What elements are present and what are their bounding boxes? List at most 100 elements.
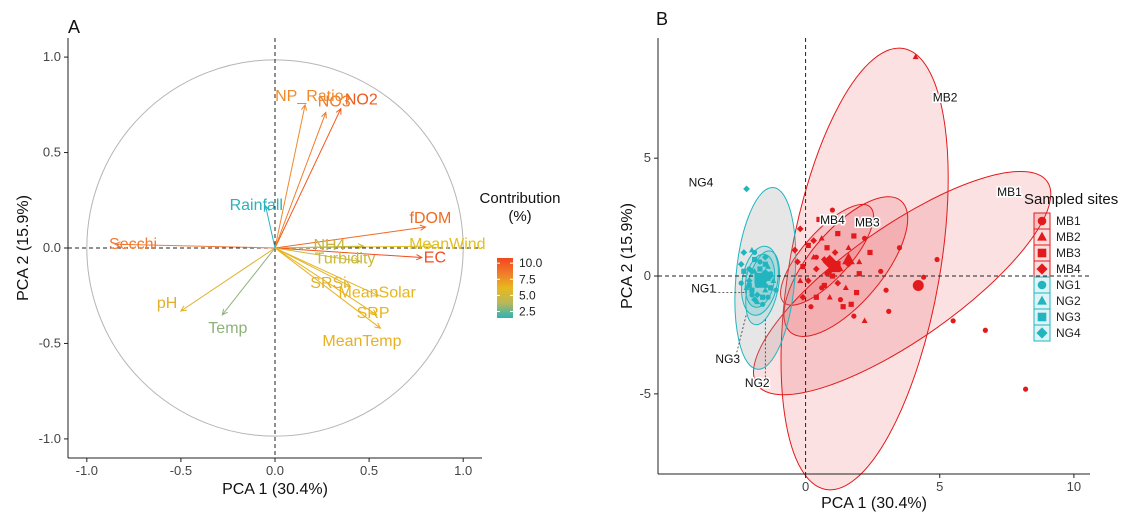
legend-label: NG1 [1056, 278, 1081, 292]
arrow-srp: SRP [274, 247, 390, 322]
legend-key-triangle [1037, 295, 1047, 305]
point-ng3 [768, 285, 774, 291]
point-mb1 [878, 268, 884, 274]
ellipse-label-mb3: MB3 [855, 216, 880, 230]
x-tick-label: 0.5 [360, 463, 378, 478]
arrow-turbidity: Turbidity [274, 247, 376, 267]
point-mb2 [810, 253, 817, 260]
ellipse-mb1 [753, 170, 1052, 396]
arrow-nh4: NH4 [274, 237, 365, 254]
arrow-head-secchi [113, 241, 121, 248]
point-mb2 [797, 277, 804, 283]
arrow-no3: NO3 [274, 93, 351, 249]
centroid-circle [912, 279, 924, 291]
y-tick-label: 1.0 [43, 49, 61, 64]
variable-label-turbidity: Turbidity [315, 250, 376, 267]
point-mb4 [796, 225, 804, 233]
centroid-square [829, 261, 841, 273]
arrow-secchi: Secchi [109, 236, 276, 253]
arrow-head-meanwind [427, 243, 435, 250]
variable-label-no3: NO3 [318, 93, 351, 110]
point-mb1 [886, 308, 892, 314]
point-mb2 [856, 258, 863, 265]
legend-label: MB1 [1056, 214, 1081, 228]
point-mb4 [834, 279, 842, 287]
colorbar-tick-label: 7.5 [519, 272, 536, 286]
point-mb1 [950, 318, 956, 324]
point-mb4 [804, 277, 812, 285]
legend-title: Sampled sites [1024, 191, 1118, 208]
ellipse-label-ng1: NG1 [691, 282, 716, 296]
colorbar-title-line: Contribution [480, 190, 561, 207]
colorbar-title-line: (%) [508, 208, 531, 225]
point-mb1 [982, 327, 988, 333]
colorbar-tick-label: 10.0 [519, 256, 543, 270]
point-mb2 [845, 244, 852, 250]
arrow-shaft-rainfall [265, 205, 276, 249]
y-tick-label: -1.0 [39, 431, 61, 446]
arrow-temp: Temp [208, 247, 276, 337]
x-tick-label: -0.5 [170, 463, 192, 478]
point-mb2 [912, 53, 919, 60]
point-ng2 [754, 298, 761, 305]
point-mb1 [896, 245, 903, 251]
colorbar-tick-label: 5.0 [519, 288, 536, 302]
variable-label-np-ratio: NP_Ratio [275, 88, 344, 105]
point-mb3 [840, 304, 846, 310]
colorbar-tick-label: 2.5 [519, 305, 536, 319]
point-ng1 [738, 280, 744, 286]
leader-line-ng3 [735, 313, 747, 357]
arrow-head-rainfall [263, 204, 270, 212]
point-mb2 [818, 235, 825, 241]
ellipse-shape-mb4 [780, 203, 875, 306]
y-tick-label: -5 [639, 386, 651, 401]
series-mb2 [797, 53, 919, 324]
point-ng1 [757, 259, 763, 265]
arrow-shaft-np-ratio [274, 104, 306, 249]
legend-label: MB2 [1056, 230, 1081, 244]
point-mb3 [851, 233, 857, 239]
point-mb2 [861, 317, 868, 324]
arrow-head-turbidity [353, 257, 361, 264]
arrow-meantemp: MeanTemp [274, 247, 402, 350]
centroid-triangle [842, 252, 855, 265]
point-ng4 [740, 249, 748, 256]
point-ng3 [741, 268, 747, 274]
point-ng4 [751, 296, 758, 303]
point-ng1 [749, 292, 755, 298]
x-axis-label: PCA 1 (30.4%) [821, 495, 927, 512]
point-mb3 [824, 245, 830, 251]
point-mb4 [810, 237, 818, 245]
point-mb1 [934, 256, 940, 263]
centroid-diamond [758, 268, 773, 284]
variable-label-srp: SRP [357, 305, 390, 322]
arrow-shaft-srp [274, 247, 377, 316]
point-mb1 [921, 274, 927, 280]
arrow-shaft-ph [180, 247, 276, 312]
panel-b-letter: B [656, 9, 668, 29]
variable-label-ph: pH [157, 295, 177, 312]
point-ng2 [762, 286, 769, 293]
y-tick-label: 0.0 [43, 240, 61, 255]
arrow-shaft-meantemp [274, 247, 381, 329]
point-ng2 [743, 284, 750, 291]
point-ng4 [753, 291, 761, 299]
arrow-no2: NO2 [274, 92, 378, 249]
legend-entry-mb1: MB1 [1033, 212, 1081, 230]
point-ng1 [760, 301, 766, 307]
arrow-head-meansolar [372, 290, 380, 297]
point-mb3 [848, 301, 854, 307]
arrow-shaft-nh4 [274, 245, 364, 249]
arrow-head-temp [221, 308, 228, 316]
point-ng2 [748, 246, 755, 253]
point-mb4 [831, 249, 839, 256]
point-ng3 [746, 282, 752, 289]
ellipse-label-ng4: NG4 [689, 175, 714, 189]
point-mb1 [851, 313, 857, 319]
legend-label: NG3 [1056, 310, 1081, 324]
variable-label-meantemp: MeanTemp [322, 333, 401, 350]
point-mb4 [794, 258, 801, 266]
arrow-head-np-ratio [301, 103, 308, 111]
legend-entry-ng4: NG4 [1033, 324, 1081, 342]
